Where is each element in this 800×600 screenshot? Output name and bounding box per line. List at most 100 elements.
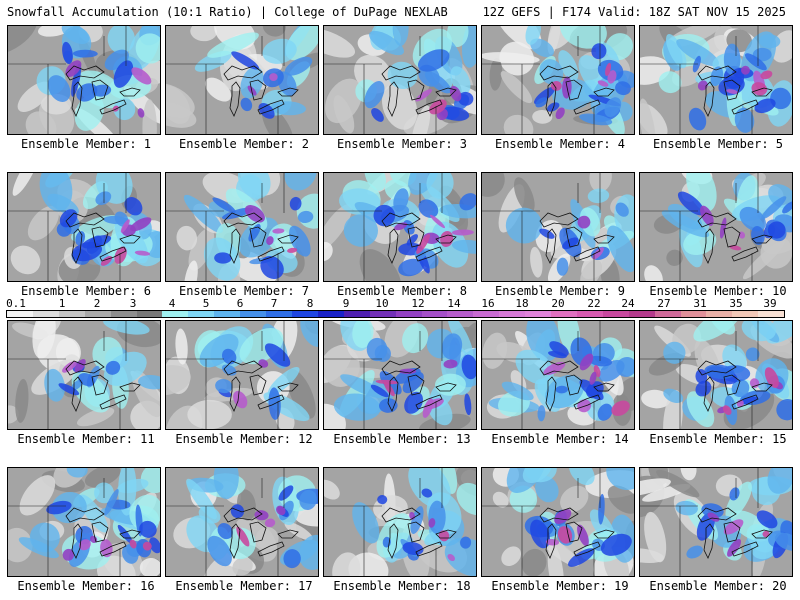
member-map-panel [639, 25, 793, 135]
colorbar-tick-label: 7 [270, 297, 278, 310]
member-label: Ensemble Member: 11 [17, 432, 155, 446]
colorbar-swatch [369, 311, 396, 317]
member-map-panel [639, 467, 793, 577]
colorbar-swatch [499, 311, 526, 317]
colorbar-swatch [58, 311, 85, 317]
colorbar-tick-label: 20 [551, 297, 565, 310]
member-map-panel [165, 172, 319, 282]
colorbar-swatch [628, 311, 655, 317]
colorbar-swatch [473, 311, 500, 317]
colorbar-tick-label: 3 [129, 297, 137, 310]
snowfall-map [482, 26, 634, 134]
member-map-panel [481, 467, 635, 577]
member-map-panel [323, 25, 477, 135]
member-label: Ensemble Member: 20 [649, 579, 787, 593]
member-map-panel [323, 320, 477, 430]
snowfall-map [640, 26, 792, 134]
colorbar-swatch [732, 311, 759, 317]
member-label: Ensemble Member: 14 [491, 432, 629, 446]
snowfall-map [482, 173, 634, 281]
colorbar-tick-label: 22 [587, 297, 601, 310]
member-map-panel [7, 320, 161, 430]
member-map-panel [7, 25, 161, 135]
member-label: Ensemble Member: 12 [175, 432, 313, 446]
snowfall-map [324, 321, 476, 429]
colorbar-swatch [188, 311, 215, 317]
colorbar-tick-label: 4 [168, 297, 176, 310]
member-map-panel [323, 172, 477, 282]
member-label: Ensemble Member: 4 [494, 137, 626, 151]
snowfall-map [324, 26, 476, 134]
member-label: Ensemble Member: 13 [333, 432, 471, 446]
member-label: Ensemble Member: 6 [20, 284, 152, 298]
colorbar-swatch [136, 311, 163, 317]
member-map-panel [165, 467, 319, 577]
colorbar-tick-label: 27 [657, 297, 671, 310]
colorbar-tick-label: 24 [621, 297, 635, 310]
member-label: Ensemble Member: 2 [178, 137, 310, 151]
member-label: Ensemble Member: 17 [175, 579, 313, 593]
snowfall-map [8, 321, 160, 429]
member-map-panel [481, 25, 635, 135]
colorbar-swatch [602, 311, 629, 317]
colorbar-tick-label: 16 [481, 297, 495, 310]
member-map-panel [639, 172, 793, 282]
colorbar-swatch [110, 311, 137, 317]
member-label: Ensemble Member: 9 [494, 284, 626, 298]
colorbar-tick-label: 1 [58, 297, 66, 310]
colorbar-tick-label: 35 [729, 297, 743, 310]
colorbar-tick-label: 39 [763, 297, 777, 310]
member-label: Ensemble Member: 15 [649, 432, 787, 446]
snowfall-map [640, 468, 792, 576]
snowfall-map [324, 468, 476, 576]
colorbar-swatch [343, 311, 370, 317]
colorbar-tick-label: 14 [447, 297, 461, 310]
colorbar-swatch [706, 311, 733, 317]
member-map-panel [323, 467, 477, 577]
snowfall-map [8, 26, 160, 134]
snowfall-map [640, 173, 792, 281]
snowfall-map [8, 173, 160, 281]
colorbar-swatch [576, 311, 603, 317]
colorbar-swatch [32, 311, 59, 317]
member-map-panel [165, 320, 319, 430]
chart-title: Snowfall Accumulation (10:1 Ratio) | Col… [7, 5, 448, 19]
colorbar-swatch [551, 311, 577, 317]
colorbar-swatch [654, 311, 681, 317]
snowfall-map [166, 173, 318, 281]
colorbar-swatch [7, 311, 33, 317]
member-label: Ensemble Member: 7 [178, 284, 310, 298]
colorbar-swatch [447, 311, 474, 317]
colorbar-tick-label: 5 [202, 297, 210, 310]
colorbar-swatch [421, 311, 448, 317]
snowfall-map [166, 26, 318, 134]
colorbar-tick-label: 10 [375, 297, 389, 310]
colorbar-swatch [84, 311, 111, 317]
colorbar-tick-label: 12 [411, 297, 425, 310]
member-map-panel [7, 467, 161, 577]
snowfall-map [482, 321, 634, 429]
member-map-panel [7, 172, 161, 282]
snowfall-map [324, 173, 476, 281]
colorbar-swatch [240, 311, 267, 317]
colorbar-swatch [291, 311, 318, 317]
colorbar-tick-label: 6 [236, 297, 244, 310]
colorbar-swatch [162, 311, 189, 317]
member-label: Ensemble Member: 19 [491, 579, 629, 593]
member-map-panel [481, 320, 635, 430]
colorbar-swatch [214, 311, 241, 317]
member-map-panel [165, 25, 319, 135]
colorbar-swatch [266, 311, 292, 317]
snowfall-map [482, 468, 634, 576]
member-label: Ensemble Member: 1 [20, 137, 152, 151]
snowfall-map [166, 468, 318, 576]
member-label: Ensemble Member: 3 [336, 137, 468, 151]
member-label: Ensemble Member: 8 [336, 284, 468, 298]
member-label: Ensemble Member: 18 [333, 579, 471, 593]
snowfall-map [640, 321, 792, 429]
colorbar [6, 310, 785, 318]
colorbar-tick-label: 18 [515, 297, 529, 310]
colorbar-swatch [680, 311, 707, 317]
colorbar-swatch [525, 311, 552, 317]
member-map-panel [639, 320, 793, 430]
